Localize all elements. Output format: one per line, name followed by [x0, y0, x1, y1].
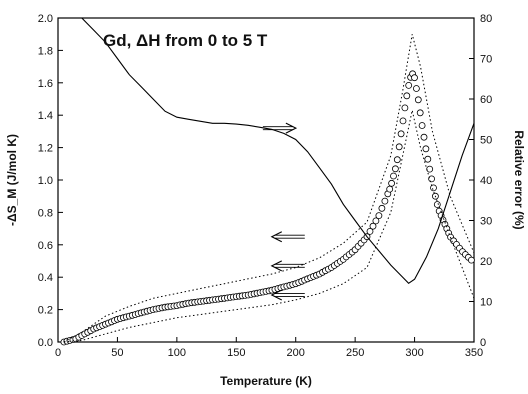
data-point: [424, 155, 432, 163]
left-y-tick-label: 1.2: [38, 143, 53, 155]
data-point: [391, 165, 399, 173]
axis-arrow: [270, 231, 305, 243]
data-point: [467, 256, 475, 264]
data-point: [401, 104, 409, 112]
axis-arrow: [270, 289, 305, 301]
data-point: [412, 85, 420, 92]
data-point: [420, 133, 428, 141]
data-point: [399, 117, 407, 125]
x-axis-title: Temperature (K): [220, 374, 312, 388]
x-tick-label: 0: [55, 347, 61, 359]
series-layer: [60, 17, 475, 346]
axis-arrow: [262, 122, 298, 134]
data-point: [411, 74, 418, 82]
data-point: [386, 185, 394, 193]
right-y-tick-label: 70: [480, 54, 492, 66]
data-point: [428, 175, 436, 183]
data-point: [397, 130, 405, 138]
arrow-layer: [262, 122, 305, 301]
data-point: [366, 227, 374, 235]
data-point: [433, 201, 441, 208]
left-y-tick-label: 0.8: [38, 207, 53, 219]
data-point: [422, 145, 430, 153]
data-point: [375, 212, 383, 220]
right-y-tick-label: 80: [480, 13, 492, 25]
left-y-tick-label: 0.2: [38, 305, 53, 317]
data-point: [388, 179, 396, 187]
axis-arrow: [270, 260, 305, 272]
data-point: [426, 165, 434, 173]
left-y-tick-label: 0.4: [38, 272, 53, 284]
data-point: [372, 217, 380, 225]
data-point: [414, 96, 422, 104]
data-point: [395, 143, 403, 151]
x-tick-label: 50: [111, 347, 123, 359]
right-y-tick-label: 50: [480, 135, 492, 147]
data-point: [403, 92, 411, 100]
data-point: [390, 172, 397, 180]
right-y-axis-title: Relative error (%): [512, 130, 526, 229]
series-circles: [60, 70, 475, 346]
left-y-tick-label: 0.6: [38, 240, 53, 252]
data-point: [369, 222, 377, 230]
right-y-tick-label: 10: [480, 297, 492, 309]
left-y-tick-label: 1.6: [38, 78, 53, 90]
x-axis-ticks: 0 50 100 150 200 250 300 350: [55, 337, 483, 359]
x-tick-label: 250: [346, 347, 364, 359]
left-y-axis-ticks: 0.0 0.2 0.4 0.6 0.8 1.0 1.2 1.4 1.6 1.8 2.0: [38, 13, 63, 349]
error-bound-line: [63, 110, 475, 343]
data-point: [416, 109, 424, 117]
x-tick-label: 350: [465, 347, 483, 359]
data-point: [418, 122, 426, 129]
right-y-tick-label: 40: [480, 175, 492, 187]
x-tick-label: 100: [168, 347, 186, 359]
x-tick-label: 200: [287, 347, 305, 359]
right-y-tick-label: 60: [480, 94, 492, 106]
right-y-tick-label: 30: [480, 216, 492, 228]
left-y-tick-label: 2.0: [38, 13, 53, 25]
right-y-tick-label: 0: [480, 337, 486, 349]
relative-error-line: [81, 17, 475, 285]
right-y-axis-ticks: 0 10 20 30 40 50 60 70 80: [469, 13, 492, 349]
x-tick-label: 300: [405, 347, 423, 359]
right-y-tick-label: 20: [480, 256, 492, 268]
data-point: [381, 197, 389, 205]
left-y-tick-label: 1.8: [38, 45, 53, 57]
left-y-tick-label: 1.4: [38, 110, 53, 122]
data-point: [393, 156, 401, 164]
data-point: [430, 184, 437, 192]
data-point: [405, 82, 413, 89]
data-point: [378, 204, 386, 212]
left-y-tick-label: 1.0: [38, 175, 53, 187]
chart-title: Gd, ΔH from 0 to 5 T: [103, 31, 268, 50]
left-y-axis-title: -ΔS_M (J/mol K): [5, 134, 19, 226]
x-tick-label: 150: [227, 347, 245, 359]
left-y-tick-label: 0.0: [38, 337, 53, 349]
